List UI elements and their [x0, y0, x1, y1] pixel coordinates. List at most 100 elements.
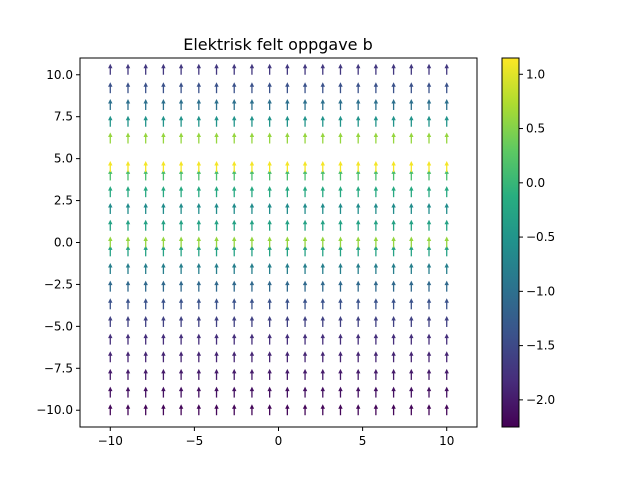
field-arrow — [355, 386, 361, 398]
field-arrow — [426, 351, 432, 363]
field-arrow — [338, 315, 343, 327]
field-arrow — [302, 98, 308, 110]
field-arrow — [214, 236, 219, 248]
field-arrow — [267, 98, 272, 110]
y-tick-label: −2.5 — [44, 277, 73, 291]
field-arrow — [338, 386, 343, 398]
field-arrow — [426, 315, 432, 327]
field-arrow — [338, 132, 343, 144]
field-arrow — [338, 82, 343, 94]
field-arrow — [426, 132, 432, 144]
field-arrow — [178, 404, 184, 416]
field-arrow — [426, 202, 432, 214]
field-arrow — [267, 368, 272, 380]
field-arrow — [444, 404, 449, 416]
field-arrow — [373, 202, 379, 214]
field-arrow — [232, 63, 237, 75]
field-arrow — [320, 63, 325, 75]
y-tick-label: 10.0 — [46, 68, 73, 82]
field-arrow — [161, 245, 166, 257]
field-arrow — [373, 82, 379, 94]
field-arrow — [426, 404, 432, 416]
field-arrow — [267, 280, 272, 292]
field-arrow — [285, 202, 290, 214]
colorbar: −2.0 −1.5 −1.0 −0.5 0.0 0.5 1.0 — [501, 57, 555, 428]
field-arrow — [355, 115, 361, 127]
field-arrow — [267, 202, 272, 214]
field-arrow — [232, 132, 237, 144]
field-arrow — [409, 368, 414, 380]
field-arrow — [320, 219, 325, 231]
field-arrow — [178, 219, 184, 231]
field-arrow — [338, 280, 343, 292]
field-arrow — [232, 368, 237, 380]
field-arrow — [267, 63, 272, 75]
field-arrow — [355, 98, 361, 110]
field-arrow — [249, 202, 255, 214]
field-arrow — [320, 202, 325, 214]
field-arrow — [338, 298, 343, 310]
field-arrow — [426, 63, 432, 75]
y-tick-label: −7.5 — [44, 361, 73, 375]
field-arrow — [444, 262, 449, 274]
field-arrow — [302, 82, 308, 94]
field-arrow — [196, 368, 202, 380]
field-arrow — [161, 132, 166, 144]
field-arrow — [249, 161, 255, 173]
x-tick-label: −5 — [186, 434, 204, 448]
field-arrow — [285, 245, 290, 257]
field-arrow — [285, 236, 290, 248]
field-arrow — [355, 186, 361, 198]
field-arrow — [214, 115, 219, 127]
field-arrow — [391, 386, 396, 398]
field-arrow — [267, 245, 272, 257]
field-arrow — [143, 368, 148, 380]
field-arrow — [391, 115, 396, 127]
colorbar-tick-label: 1.0 — [526, 67, 545, 81]
field-arrow — [143, 333, 148, 345]
field-arrow — [108, 236, 113, 248]
field-arrow — [249, 245, 255, 257]
y-tick-label: −5.0 — [44, 319, 73, 333]
field-arrow — [355, 245, 361, 257]
field-arrow — [320, 315, 325, 327]
field-arrow — [161, 351, 166, 363]
field-arrow — [338, 368, 343, 380]
field-arrow — [444, 368, 449, 380]
field-arrow — [373, 386, 379, 398]
field-arrow — [302, 315, 308, 327]
field-arrow — [214, 315, 219, 327]
field-arrow — [338, 404, 343, 416]
field-arrow — [249, 333, 255, 345]
field-arrow — [285, 298, 290, 310]
field-arrow — [391, 236, 396, 248]
field-arrow — [267, 351, 272, 363]
x-tick-label: 0 — [275, 434, 283, 448]
field-arrow — [391, 298, 396, 310]
field-arrow — [373, 404, 379, 416]
field-arrow — [426, 368, 432, 380]
field-arrow — [108, 82, 113, 94]
field-arrow — [320, 132, 325, 144]
y-tick-label: 7.5 — [54, 110, 73, 124]
field-arrow — [338, 63, 343, 75]
field-arrow — [161, 115, 166, 127]
field-arrow — [178, 333, 184, 345]
field-arrow — [178, 386, 184, 398]
field-arrow — [320, 280, 325, 292]
field-arrow — [125, 98, 131, 110]
field-arrow — [125, 82, 131, 94]
x-tick-label: −10 — [98, 434, 123, 448]
field-arrow — [338, 115, 343, 127]
field-arrow — [355, 262, 361, 274]
field-arrow — [409, 98, 414, 110]
field-arrow — [178, 161, 184, 173]
field-arrow — [426, 262, 432, 274]
field-arrow — [302, 202, 308, 214]
field-arrow — [426, 236, 432, 248]
field-arrow — [196, 98, 202, 110]
field-arrow — [391, 98, 396, 110]
field-arrow — [161, 161, 166, 173]
field-arrow — [143, 161, 148, 173]
